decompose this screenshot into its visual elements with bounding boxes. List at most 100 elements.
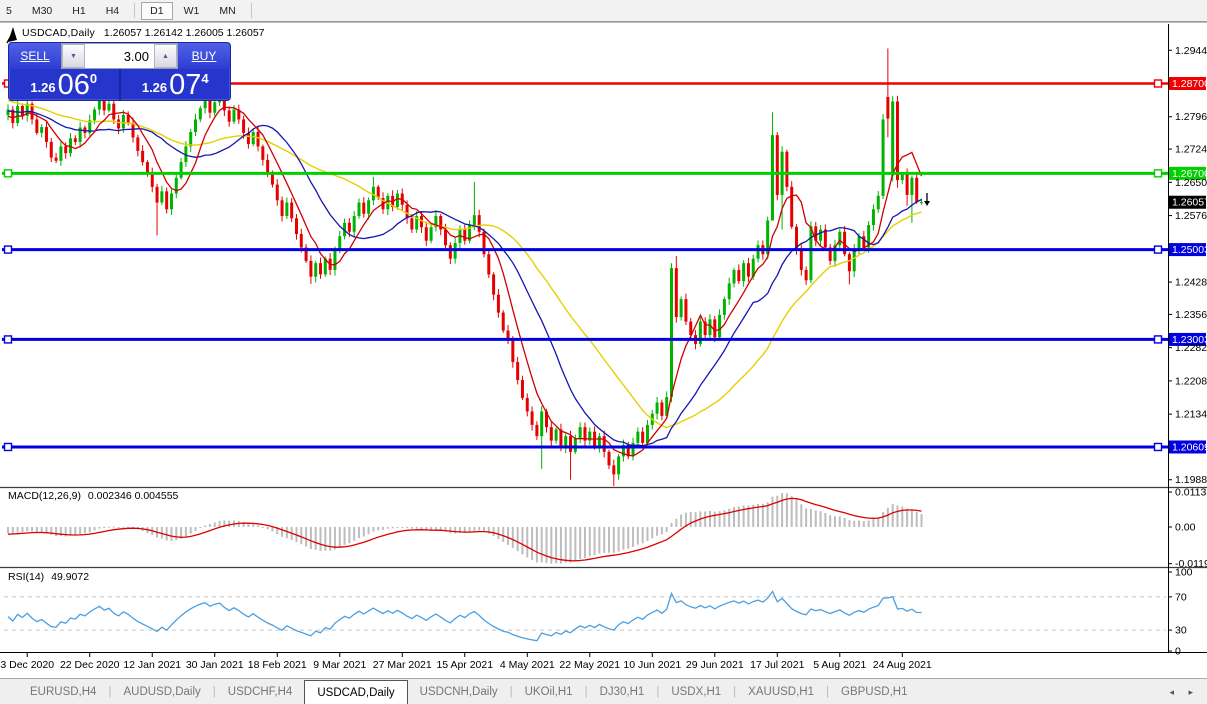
chart-tab-ukoil-h1[interactable]: UKOil,H1 (524, 685, 573, 698)
chart-title: USDCAD,Daily 1.26057 1.26142 1.26005 1.2… (22, 27, 265, 39)
svg-text:1.22820: 1.22820 (1175, 342, 1207, 354)
chart-tab-usdchf-h4[interactable]: USDCHF,H4 (227, 685, 293, 698)
toolbar-separator (250, 3, 252, 18)
buy-price-button[interactable]: 1.26 07 4 (121, 69, 231, 100)
sell-price-button[interactable]: 1.26 06 0 (9, 69, 119, 100)
svg-text:1.28700: 1.28700 (1172, 78, 1207, 90)
svg-text:22 May 2021: 22 May 2021 (559, 659, 620, 671)
tab-separator: | (212, 685, 216, 698)
timeframe-button-5[interactable]: 5 (6, 4, 12, 17)
timeframe-toolbar: 5 M30 H1 H4 D1 W1 MN (0, 0, 1207, 22)
svg-text:0: 0 (1175, 646, 1181, 658)
svg-text:1.23003: 1.23003 (1172, 334, 1207, 346)
svg-text:10 Jun 2021: 10 Jun 2021 (623, 659, 681, 671)
timeframe-button-mn[interactable]: MN (219, 4, 236, 17)
svg-text:3 Dec 2020: 3 Dec 2020 (0, 659, 54, 671)
svg-text:9 Mar 2021: 9 Mar 2021 (313, 659, 366, 671)
tab-separator: | (826, 685, 829, 698)
timeframe-button-d1[interactable]: D1 (141, 1, 173, 20)
tab-separator: | (108, 685, 112, 698)
svg-text:1.21340: 1.21340 (1175, 409, 1207, 421)
svg-text:1.25003: 1.25003 (1172, 244, 1207, 256)
macd-current-values: 0.002346 0.004555 (87, 490, 179, 502)
chart-tab-eurusd-h4[interactable]: EURUSD,H4 (30, 685, 97, 698)
tab-separator: | (509, 685, 513, 698)
buy-price-point: 4 (201, 71, 209, 86)
svg-text:0.00: 0.00 (1175, 522, 1196, 534)
svg-text:70: 70 (1175, 591, 1187, 603)
one-click-trade-panel: SELL ▼ 3.00 ▲ BUY 1.26 06 0 1.26 07 4 (8, 42, 231, 101)
svg-text:27 Mar 2021: 27 Mar 2021 (373, 659, 432, 671)
time-axis: 3 Dec 2020 22 Dec 2020 12 Jan 2021 30 Jan 2… (0, 652, 932, 671)
mouse-cursor-icon (924, 193, 930, 206)
chart-symbol-period: USDCAD,Daily (22, 27, 95, 39)
sell-price-base: 1.26 (30, 80, 56, 95)
timeframe-button-h4[interactable]: H4 (105, 4, 120, 17)
volume-spinner: ▼ 3.00 ▲ (61, 43, 178, 69)
tab-scroll-arrows[interactable]: ◂ ▸ (1169, 687, 1199, 697)
macd-name: MACD(12,26,9) (8, 490, 81, 502)
buy-price-pips: 07 (169, 69, 202, 101)
svg-text:1.29440: 1.29440 (1175, 45, 1207, 57)
timeframe-button-w1[interactable]: W1 (183, 4, 200, 17)
volume-input[interactable]: 3.00 (85, 44, 154, 68)
svg-text:-0.01190: -0.01190 (1175, 558, 1207, 570)
svg-text:22 Dec 2020: 22 Dec 2020 (60, 659, 120, 671)
buy-button[interactable]: BUY (178, 43, 230, 69)
svg-text:12 Jan 2021: 12 Jan 2021 (123, 659, 181, 671)
macd-layer (7, 493, 923, 564)
macd-pane-title: MACD(12,26,9) 0.002346 0.004555 (8, 490, 178, 502)
volume-increase-button[interactable]: ▲ (154, 44, 177, 68)
buy-price-base: 1.26 (141, 80, 168, 95)
svg-text:18 Feb 2021: 18 Feb 2021 (248, 659, 307, 671)
sell-button[interactable]: SELL (9, 43, 61, 69)
svg-text:1.27240: 1.27240 (1175, 144, 1207, 156)
svg-text:30: 30 (1175, 625, 1187, 637)
tab-separator: | (656, 685, 660, 698)
chart-tab-usdx-h1[interactable]: USDX,H1 (671, 685, 722, 698)
sell-price-pips: 06 (57, 69, 90, 101)
tab-separator: | (733, 685, 737, 698)
chart-tab-usdcad-daily[interactable]: USDCAD,Daily (304, 680, 408, 704)
rsi-pane-title: RSI(14) 49.9072 (8, 571, 89, 583)
svg-text:17 Jul 2021: 17 Jul 2021 (750, 659, 804, 671)
chart-tabs-bar: EURUSD,H4 | AUDUSD,Daily | USDCHF,H4 USDCAD,D… (0, 678, 1207, 704)
svg-text:1.24280: 1.24280 (1175, 277, 1207, 289)
svg-text:100: 100 (1175, 567, 1193, 579)
chart-tab-usdcnh-daily[interactable]: USDCNH,Daily (419, 685, 498, 698)
svg-text:1.22080: 1.22080 (1175, 375, 1207, 387)
svg-text:5 Aug 2021: 5 Aug 2021 (813, 659, 866, 671)
sell-price-point: 0 (89, 71, 98, 86)
chart-tab-xauusd-h1[interactable]: XAUUSD,H1 (748, 685, 814, 698)
price-axis: 1.29440 1.28700 1.27960 1.27240 1.267001.265… (1168, 45, 1207, 658)
svg-text:4 May 2021: 4 May 2021 (500, 659, 555, 671)
chart-tab-audusd-daily[interactable]: AUDUSD,Daily (123, 685, 201, 698)
svg-text:0.01135: 0.01135 (1175, 487, 1207, 499)
volume-decrease-button[interactable]: ▼ (62, 44, 85, 68)
candles-layer (6, 48, 924, 487)
rsi-name: RSI(14) (8, 571, 45, 583)
svg-text:1.26700: 1.26700 (1172, 168, 1207, 180)
svg-text:15 Apr 2021: 15 Apr 2021 (436, 659, 493, 671)
svg-text:1.20609: 1.20609 (1172, 441, 1207, 453)
chart-tab-dj30-h1[interactable]: DJ30,H1 (599, 685, 645, 698)
chart-pointer-icon (6, 27, 17, 44)
rsi-current-value: 49.9072 (51, 571, 90, 583)
svg-text:1.25760: 1.25760 (1175, 210, 1207, 222)
svg-text:1.26500: 1.26500 (1175, 177, 1207, 189)
tab-separator: | (584, 685, 588, 698)
chart-tab-gbpusd-h1[interactable]: GBPUSD,H1 (841, 685, 908, 698)
svg-text:1.26057: 1.26057 (1172, 197, 1207, 209)
trade-panel-divider (118, 69, 121, 100)
svg-text:29 Jun 2021: 29 Jun 2021 (686, 659, 744, 671)
timeframe-button-m30[interactable]: M30 (31, 4, 53, 17)
chart-ohlc-values: 1.26057 1.26142 1.26005 1.26057 (103, 27, 265, 39)
timeframe-button-h1[interactable]: H1 (72, 4, 86, 17)
svg-text:1.23560: 1.23560 (1175, 309, 1207, 321)
toolbar-separator (134, 3, 136, 18)
svg-text:24 Aug 2021: 24 Aug 2021 (873, 659, 932, 671)
svg-text:30 Jan 2021: 30 Jan 2021 (186, 659, 244, 671)
